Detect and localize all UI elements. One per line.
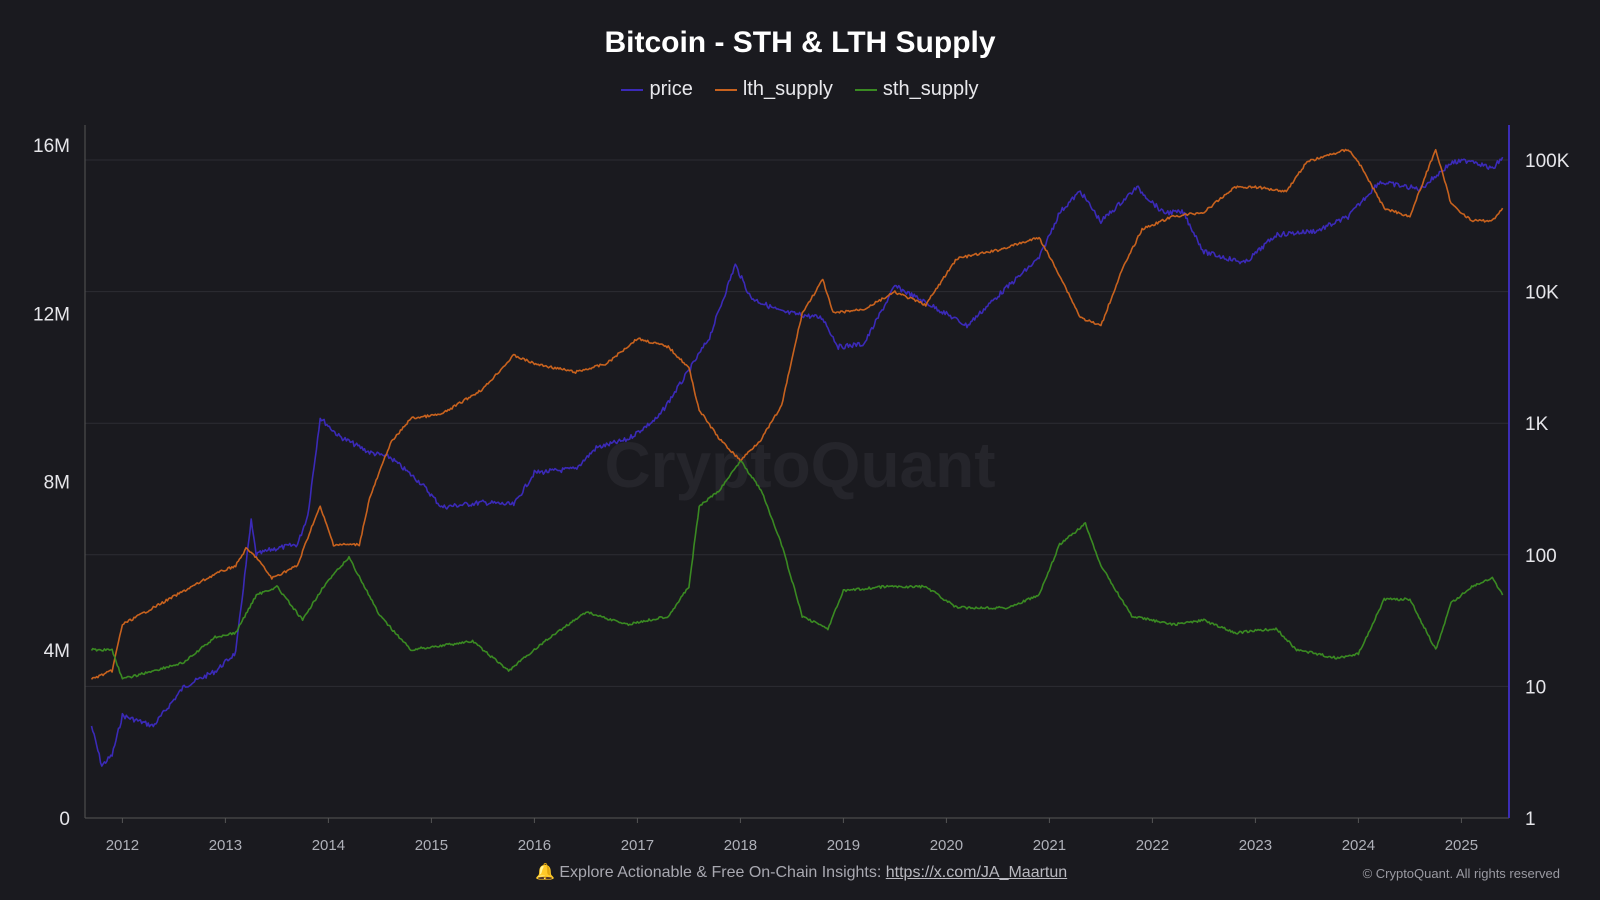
x-tick: 2017 <box>621 837 654 854</box>
legend-label: lth_supply <box>742 78 833 100</box>
legend-swatch <box>714 88 737 91</box>
x-tick: 2014 <box>312 837 345 854</box>
x-tick: 2023 <box>1239 837 1272 854</box>
legend-item-sth-supply[interactable]: sth_supply <box>854 78 979 101</box>
x-tick: 2018 <box>724 837 757 854</box>
x-tick: 2020 <box>930 837 963 854</box>
y-left-tick: 0 <box>59 809 70 830</box>
x-tick: 2015 <box>415 837 448 854</box>
x-tick: 2013 <box>209 837 242 854</box>
footer: 🔔 Explore Actionable & Free On-Chain Ins… <box>535 862 1067 882</box>
y-right-tick: 10 <box>1525 677 1546 698</box>
y-left-tick: 12M <box>33 304 70 325</box>
series-line-price <box>90 156 1504 767</box>
y-left-tick: 16M <box>33 136 70 157</box>
y-right-tick: 1K <box>1525 414 1549 435</box>
series-line-sth-supply <box>90 460 1504 680</box>
bell-icon: 🔔 <box>535 864 555 881</box>
y-left-tick: 8M <box>44 473 70 494</box>
legend-item-lth-supply[interactable]: lth_supply <box>714 78 833 101</box>
y-right-tick: 100K <box>1525 151 1570 172</box>
watermark: CryptoQuant <box>604 429 996 501</box>
x-tick: 2022 <box>1136 837 1169 854</box>
y-right-tick: 10K <box>1525 283 1559 304</box>
y-left-tick: 4M <box>44 641 70 662</box>
y-right-tick: 1 <box>1525 809 1536 830</box>
x-tick: 2021 <box>1033 837 1066 854</box>
y-right-tick: 100 <box>1525 546 1557 567</box>
x-tick: 2024 <box>1342 837 1375 854</box>
legend: price lth_supply sth_supply <box>0 78 1600 101</box>
x-tick: 2019 <box>827 837 860 854</box>
chart-title: Bitcoin - STH & LTH Supply <box>604 26 996 59</box>
x-tick: 2012 <box>106 837 139 854</box>
legend-label: sth_supply <box>882 78 979 100</box>
footer-text: Explore Actionable & Free On-Chain Insig… <box>559 864 886 881</box>
legend-swatch <box>854 88 877 91</box>
legend-swatch <box>621 88 644 91</box>
x-tick: 2025 <box>1445 837 1478 854</box>
series-line-lth-supply <box>90 148 1504 680</box>
legend-label: price <box>649 78 693 100</box>
legend-item-price[interactable]: price <box>621 78 693 101</box>
x-tick: 2016 <box>518 837 551 854</box>
footer-link[interactable]: https://x.com/JA_Maartun <box>885 864 1068 881</box>
copyright: © CryptoQuant. All rights reserved <box>1362 866 1560 881</box>
